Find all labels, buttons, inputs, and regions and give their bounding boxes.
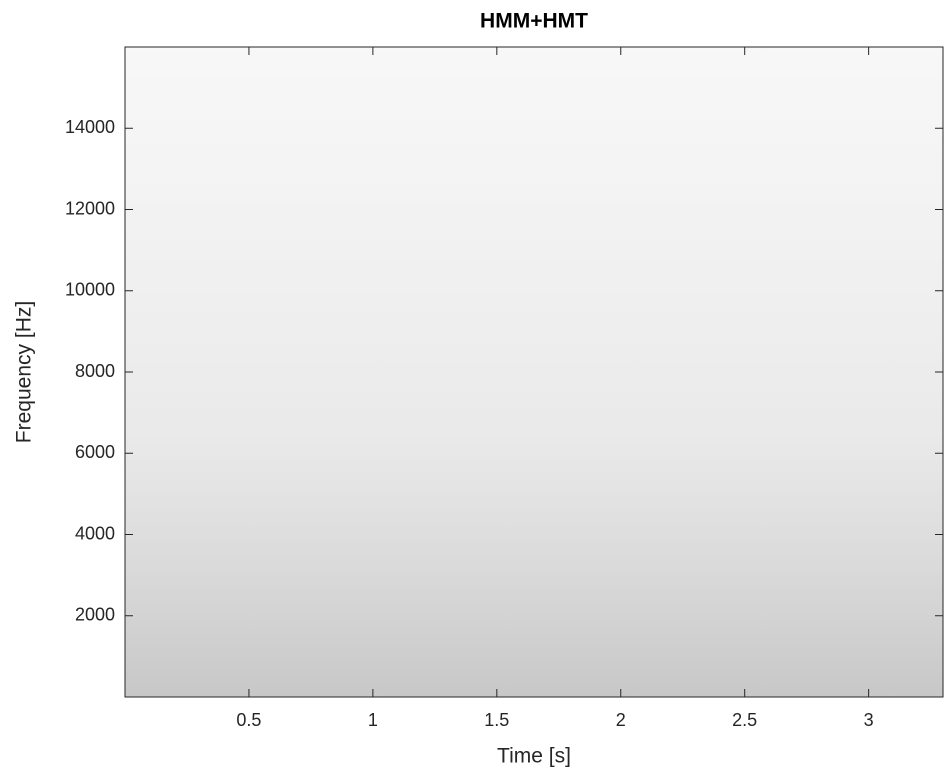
y-axis-label: Frequency [Hz] [13,301,36,443]
y-tick-label: 10000 [65,280,115,300]
y-tick-label: 6000 [75,442,115,462]
x-axis-label: Time [s] [497,745,571,768]
y-tick-label: 2000 [75,605,115,625]
chart-title: HMM+HMT [480,10,588,33]
y-tick-label: 14000 [65,117,115,137]
x-tick-label: 0.5 [236,710,261,730]
y-tick-label: 4000 [75,523,115,543]
x-tick-label: 2 [616,710,626,730]
x-tick-label: 1 [368,710,378,730]
y-tick-label: 12000 [65,198,115,218]
x-tick-label: 3 [864,710,874,730]
spectrogram-image [125,47,943,697]
x-tick-label: 1.5 [484,710,509,730]
x-tick-label: 2.5 [732,710,757,730]
y-tick-label: 8000 [75,361,115,381]
